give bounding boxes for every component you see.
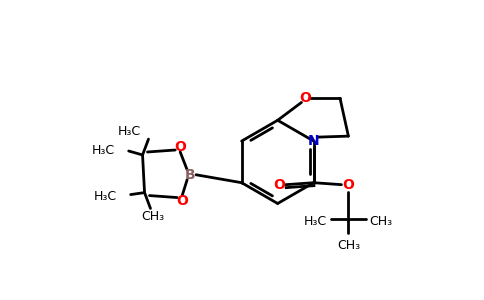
Text: CH₃: CH₃ [337,238,360,252]
Text: CH₃: CH₃ [369,215,393,228]
Text: O: O [176,194,188,208]
Text: B: B [185,168,196,182]
Text: O: O [300,92,311,106]
Text: H₃C: H₃C [304,215,327,228]
Text: H₃C: H₃C [94,190,117,203]
Text: H₃C: H₃C [91,145,115,158]
Text: O: O [273,178,285,192]
Text: H₃C: H₃C [118,125,140,138]
Text: N: N [308,134,319,148]
Text: O: O [343,178,354,192]
Text: CH₃: CH₃ [141,210,164,223]
Text: O: O [174,140,186,154]
